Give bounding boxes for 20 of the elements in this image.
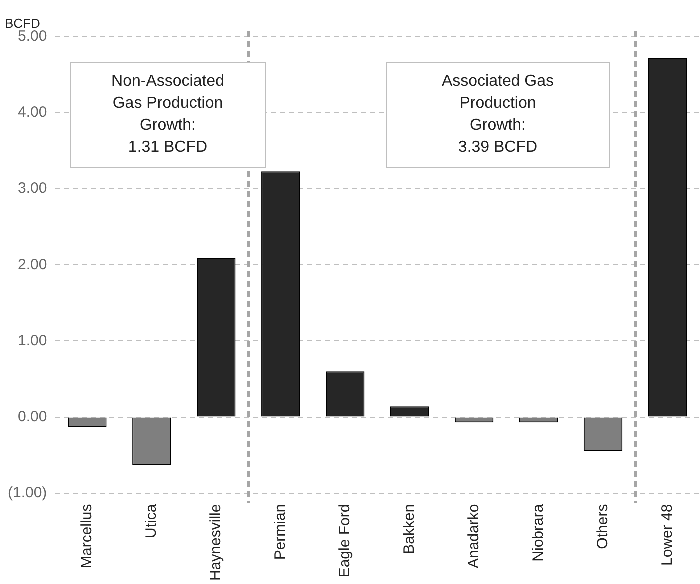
y-tick-label: 5.00 xyxy=(18,28,48,46)
x-tick-label: Permian xyxy=(272,504,290,560)
y-tick-label: 3.00 xyxy=(18,180,48,198)
x-tick-label: Others xyxy=(594,504,612,550)
text-box: Associated Gas Production Growth: 3.39 BCFD xyxy=(386,62,610,168)
y-tick-label: (1.00) xyxy=(8,484,48,502)
text-box: Non-Associated Gas Production Growth: 1.31 BCFD xyxy=(70,62,266,168)
y-axis-title: BCFD xyxy=(5,16,40,31)
x-tick-label: Haynesville xyxy=(208,504,225,582)
x-tick-label: Utica xyxy=(143,504,160,538)
x-tick-label: Eagle Ford xyxy=(336,504,354,578)
y-tick-label: 1.00 xyxy=(18,332,48,350)
y-tick-label: 2.00 xyxy=(18,256,48,274)
x-tick-label: Lower 48 xyxy=(658,504,676,566)
y-tick-label: 0.00 xyxy=(18,408,48,426)
x-tick-label: Marcellus xyxy=(78,504,96,568)
y-tick-label: 4.00 xyxy=(18,104,48,122)
x-tick-label: Bakken xyxy=(400,504,418,554)
x-tick-label: Niobrara xyxy=(530,504,547,562)
x-tick-label: Anadarko xyxy=(465,504,482,569)
